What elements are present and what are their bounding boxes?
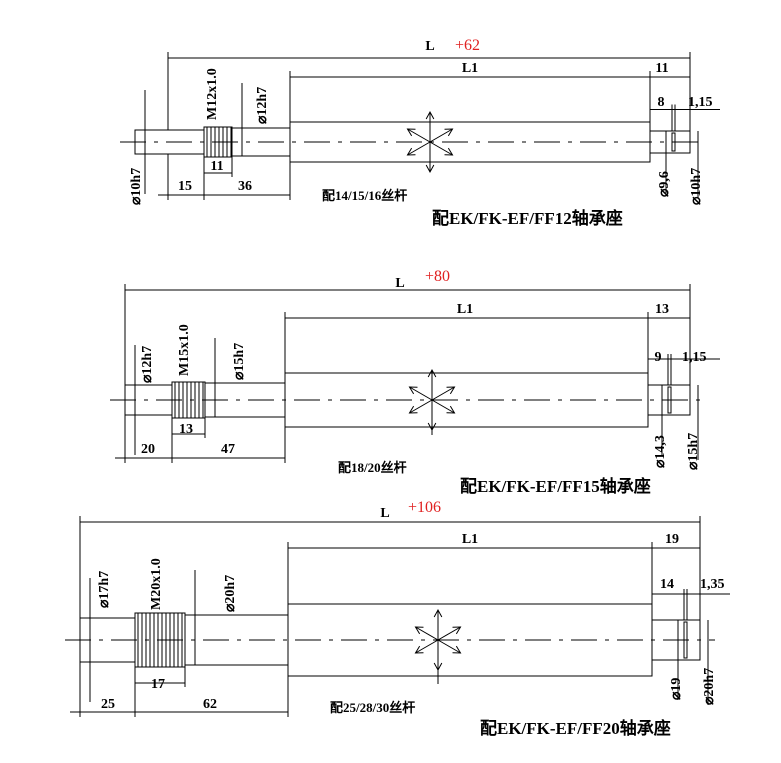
- end-len: 11: [655, 61, 668, 76]
- flake-head: [406, 147, 416, 156]
- flake-head: [444, 147, 454, 156]
- mid-len: 47: [221, 442, 235, 457]
- end-len: 19: [665, 532, 679, 547]
- thread: M12x1.0: [205, 68, 220, 120]
- dia-end: ⌀10h7: [689, 168, 704, 205]
- L1: L1: [462, 61, 478, 76]
- dia-seat: ⌀14,3: [653, 435, 668, 468]
- flake-arm: [409, 399, 433, 414]
- dia-mid: ⌀20h7: [223, 575, 238, 612]
- L: L: [380, 506, 389, 521]
- thread: M15x1.0: [177, 324, 192, 376]
- L: L: [425, 39, 434, 54]
- flake-head: [414, 626, 424, 635]
- screw-note: 配25/28/30丝杆: [330, 700, 415, 715]
- left-len: 25: [101, 697, 115, 712]
- tolerance: +80: [425, 268, 450, 285]
- flake-arm: [437, 639, 461, 654]
- groove: 1,15: [688, 95, 713, 110]
- title: 配EK/FK-EF/FF12轴承座: [432, 208, 623, 228]
- mid-len: 62: [203, 697, 217, 712]
- seat-len: 9: [655, 350, 662, 365]
- thread-len: 17: [151, 677, 165, 692]
- screw-note: 配18/20丝杆: [338, 460, 407, 475]
- seat-len: 8: [658, 95, 665, 110]
- dia-mid: ⌀15h7: [232, 343, 247, 380]
- title: 配EK/FK-EF/FF15轴承座: [460, 476, 651, 496]
- flake-arm: [409, 386, 433, 401]
- flake-arm: [431, 399, 455, 414]
- flake-arm: [437, 626, 461, 641]
- flake-head: [433, 608, 443, 618]
- end-len: 13: [655, 302, 669, 317]
- flake-head: [425, 110, 435, 120]
- flake-arm: [429, 141, 453, 156]
- flake-arm: [431, 386, 455, 401]
- flake-head: [408, 386, 418, 395]
- groove: 1,15: [682, 350, 707, 365]
- dia-end: ⌀20h7: [702, 668, 717, 705]
- flake-arm: [415, 626, 439, 641]
- thread-len: 13: [179, 422, 193, 437]
- flake-head: [446, 386, 456, 395]
- tolerance: +106: [408, 499, 441, 516]
- left-len: 15: [178, 179, 192, 194]
- dia-left: ⌀10h7: [129, 168, 144, 205]
- flake-arm: [415, 639, 439, 654]
- flake-head: [452, 645, 462, 654]
- flake-head: [446, 405, 456, 414]
- flake-head: [427, 368, 437, 378]
- flake-head: [406, 128, 416, 137]
- thread-len: 11: [210, 159, 223, 174]
- tolerance: +62: [455, 37, 480, 54]
- L: L: [395, 276, 404, 291]
- dia-left: ⌀12h7: [140, 346, 155, 383]
- flake-head: [414, 645, 424, 654]
- title: 配EK/FK-EF/FF20轴承座: [480, 718, 671, 738]
- thread: M20x1.0: [149, 558, 164, 610]
- groove: 1,35: [700, 577, 725, 592]
- flake-arm: [429, 128, 453, 143]
- flake-arm: [407, 128, 431, 143]
- flake-arm: [407, 141, 431, 156]
- screw-note: 配14/15/16丝杆: [322, 188, 407, 203]
- flake-head: [408, 405, 418, 414]
- left-len: 20: [141, 442, 155, 457]
- L1: L1: [457, 302, 473, 317]
- dia-end: ⌀15h7: [686, 433, 701, 470]
- flake-head: [444, 128, 454, 137]
- dia-mid: ⌀12h7: [255, 87, 270, 124]
- flake-head: [427, 422, 437, 432]
- mid-len: 36: [238, 179, 252, 194]
- seat-len: 14: [660, 577, 674, 592]
- flake-head: [433, 662, 443, 672]
- dia-left: ⌀17h7: [97, 571, 112, 608]
- dia-seat: ⌀19: [669, 678, 684, 700]
- flake-head: [425, 164, 435, 174]
- L1: L1: [462, 532, 478, 547]
- flake-head: [452, 626, 462, 635]
- dia-seat: ⌀9,6: [657, 171, 672, 197]
